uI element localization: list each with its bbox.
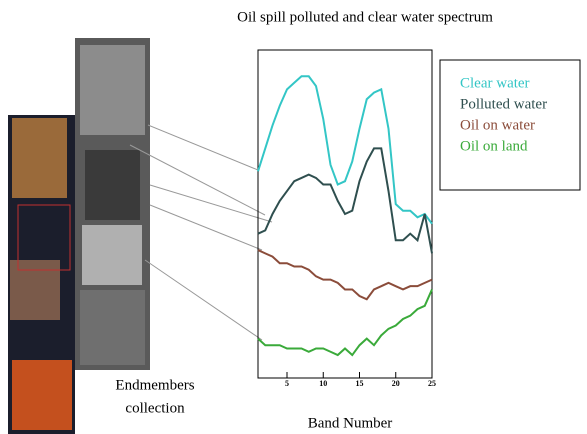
x-tick-label: 25 <box>428 379 436 388</box>
x-axis-label: Band Number <box>308 415 393 431</box>
legend-label: Oil on land <box>460 138 528 154</box>
satellite-images <box>8 38 273 434</box>
x-tick-label: 5 <box>285 379 289 388</box>
series-line <box>257 289 433 357</box>
x-tick-label: 20 <box>392 379 400 388</box>
annotation: Endmembers <box>115 377 194 393</box>
legend-label: Oil on water <box>460 117 535 133</box>
series-line <box>257 249 433 301</box>
series-line <box>257 75 433 225</box>
legend-label: Polluted water <box>460 96 547 112</box>
legend-label: Clear water <box>460 75 530 91</box>
annotation: collection <box>125 400 185 416</box>
x-tick-label: 15 <box>356 379 364 388</box>
plot-frame <box>257 49 433 379</box>
x-tick-label: 10 <box>319 379 327 388</box>
legend-box <box>439 59 581 191</box>
chart-title: Oil spill polluted and clear water spect… <box>237 9 493 25</box>
series-line <box>257 147 433 254</box>
